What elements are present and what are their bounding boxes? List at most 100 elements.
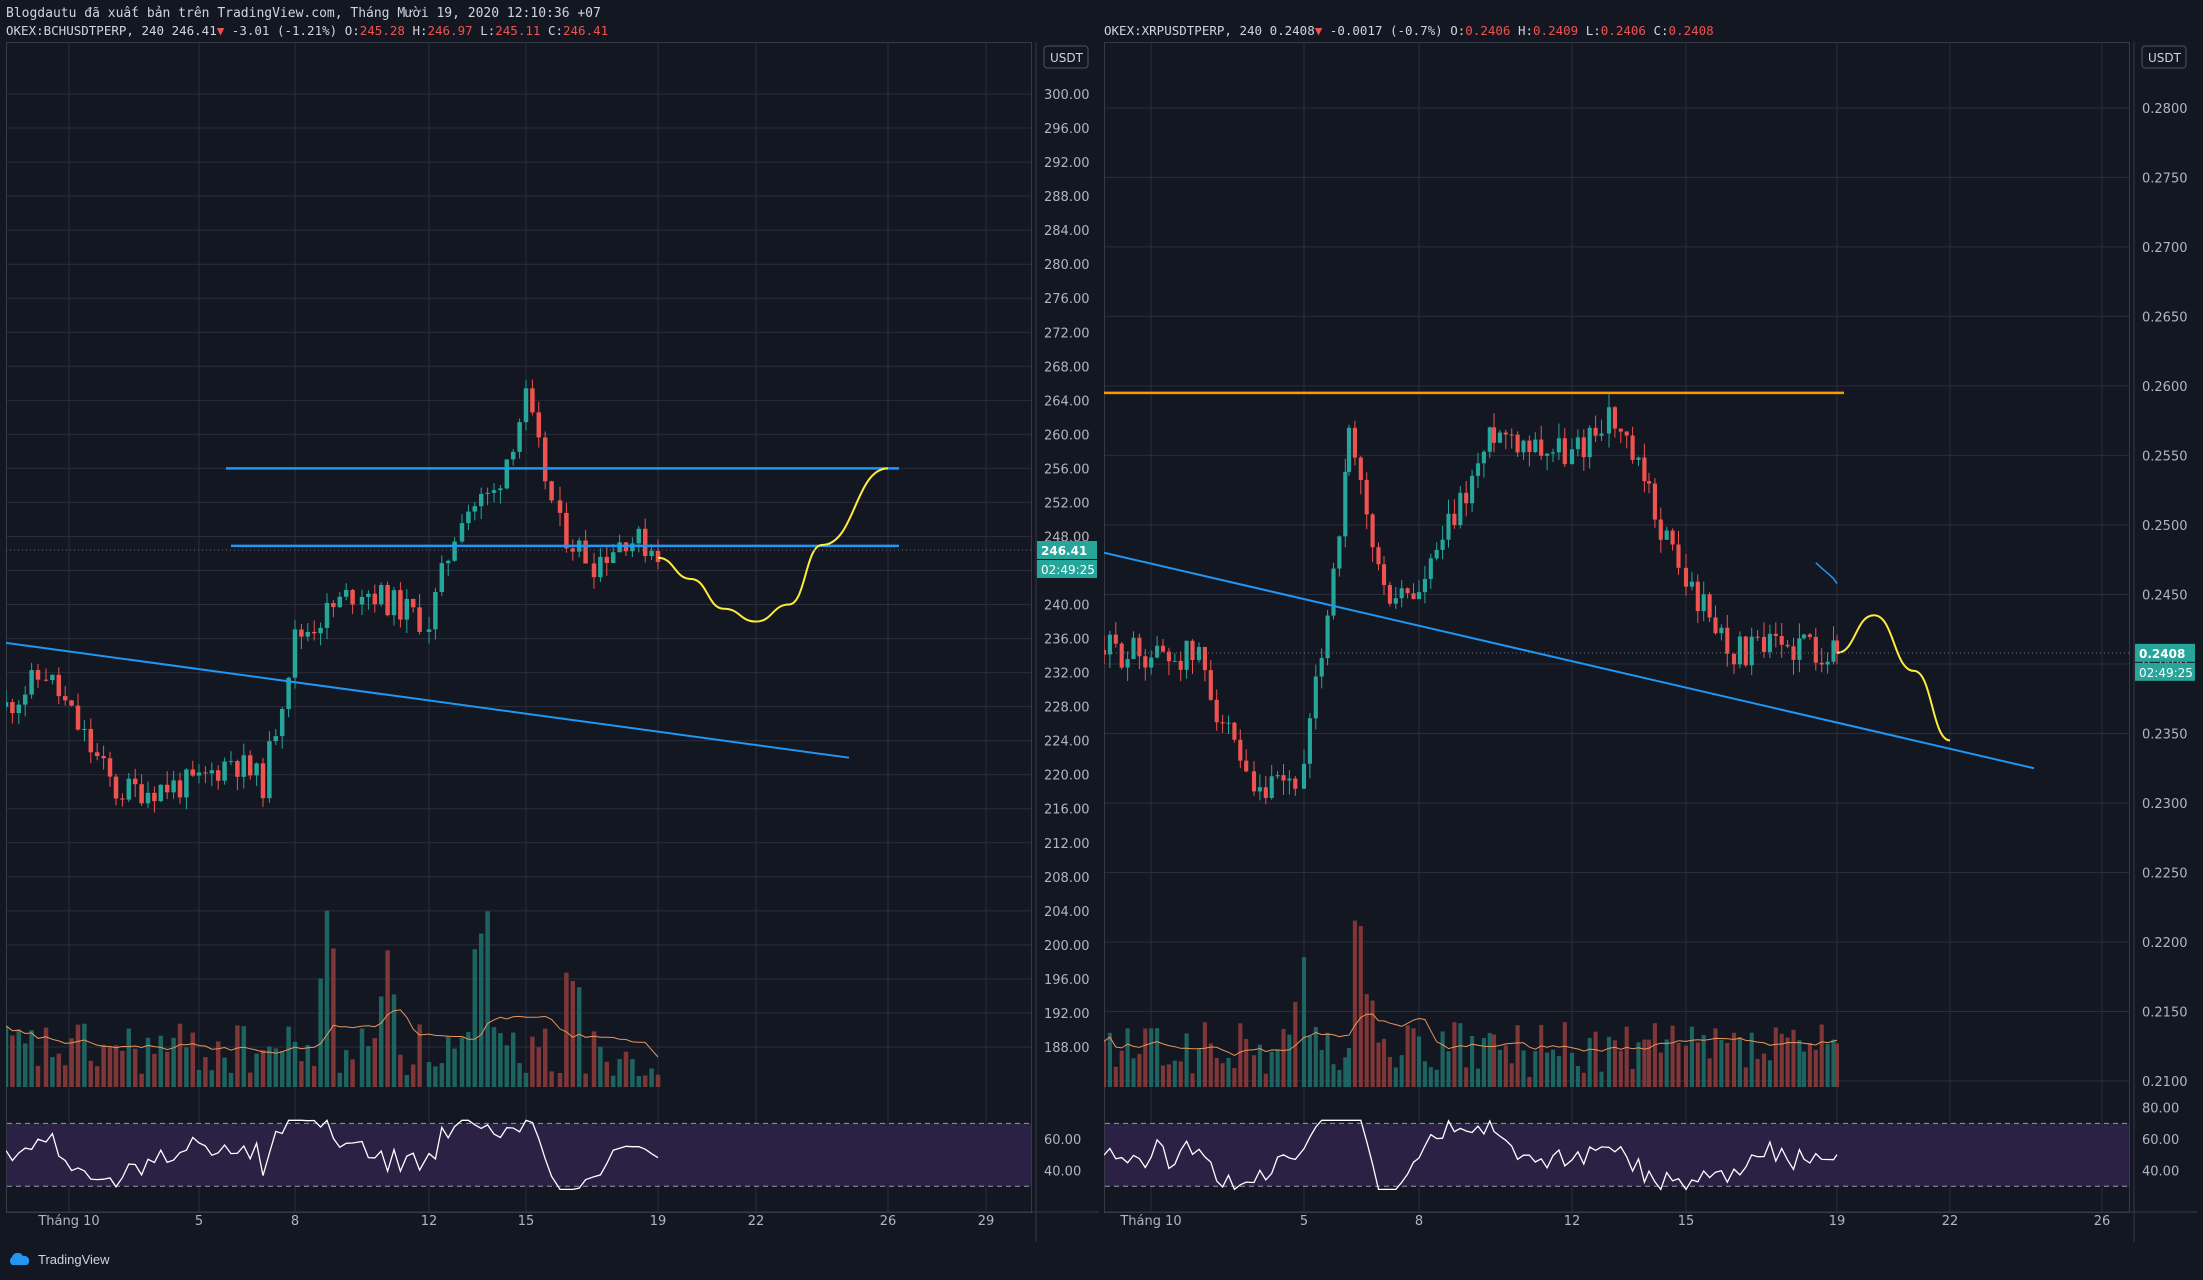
candle-body xyxy=(1376,547,1381,565)
candle-body xyxy=(564,512,569,549)
candle-body xyxy=(1646,481,1652,484)
volume-bar xyxy=(478,933,484,1087)
volume-bar xyxy=(1214,1058,1219,1087)
price-tag: 246.41 xyxy=(1041,544,1087,558)
candle-body xyxy=(1119,643,1124,668)
candle-body xyxy=(1807,634,1812,637)
candle-body xyxy=(337,596,343,608)
rsi-tick-label: 80.00 xyxy=(2142,1102,2179,1117)
volume-bar xyxy=(404,1074,410,1087)
volume-bar xyxy=(1797,1040,1802,1087)
volume-bar xyxy=(504,1045,510,1087)
volume-bar xyxy=(1263,1073,1268,1087)
volume-bar xyxy=(617,1059,622,1087)
y-tick-label: 0.2550 xyxy=(2142,449,2188,464)
xrp-h-label: H: xyxy=(1517,23,1534,38)
rsi-line xyxy=(1104,1119,1838,1191)
volume-bar xyxy=(1481,1037,1486,1087)
y-tick-label: 0.2800 xyxy=(2142,102,2188,117)
candle-body xyxy=(439,563,445,592)
candle-body xyxy=(203,772,208,774)
candle-body xyxy=(504,459,510,489)
x-tick-label: 19 xyxy=(1829,1214,1846,1229)
tradingview-footer[interactable]: TradingView xyxy=(6,1252,110,1267)
volume-bar xyxy=(1313,1027,1318,1087)
trendline xyxy=(6,641,850,759)
candle-body xyxy=(1503,432,1508,435)
x-tick-label: 22 xyxy=(1942,1214,1959,1229)
y-tick-label: 0.2350 xyxy=(2142,727,2188,742)
volume-bar xyxy=(1160,1065,1166,1087)
volume-bar xyxy=(139,1073,144,1087)
volume-bar xyxy=(1358,926,1363,1087)
candle-body xyxy=(1676,544,1681,568)
volume-bar xyxy=(1533,1051,1538,1087)
candle-body xyxy=(1831,640,1836,662)
volume-bar xyxy=(1143,1028,1148,1087)
candle-body xyxy=(324,602,330,628)
candle-body xyxy=(1208,670,1213,700)
x-tick-label: 29 xyxy=(978,1214,995,1229)
candle-body xyxy=(1452,513,1457,526)
trendline xyxy=(1104,551,2035,770)
volume-bar xyxy=(1785,1037,1790,1087)
candle-body xyxy=(1172,660,1177,662)
volume-bar xyxy=(1166,1064,1171,1087)
volume-bar xyxy=(1202,1022,1207,1087)
candle-body xyxy=(630,543,635,552)
candle-body xyxy=(1190,640,1195,661)
candle-body xyxy=(1458,492,1463,526)
volume-bar xyxy=(1539,1024,1544,1087)
bch-h-label: H: xyxy=(412,23,428,38)
candle-body xyxy=(1731,653,1737,665)
y-tick-label: 0.2500 xyxy=(2142,519,2188,534)
candle-body xyxy=(209,770,215,774)
candle-body xyxy=(279,709,285,737)
candle-body xyxy=(1346,427,1352,472)
candle-body xyxy=(1307,718,1312,764)
volume-bar xyxy=(1719,1039,1724,1087)
xrp-chart[interactable]: 0.2800 0.2750 0.2700 0.2650 0.2600 0.2550 0.25… xyxy=(1104,42,2197,1242)
currency-box xyxy=(1043,45,1089,69)
y-tick-label: 256.00 xyxy=(1044,462,1090,477)
volume-bar xyxy=(642,1075,648,1087)
volume-bar xyxy=(196,1069,202,1087)
candle-body xyxy=(485,492,490,494)
bch-close: 246.41 xyxy=(563,23,609,38)
volume-bar xyxy=(1761,1053,1767,1087)
volume-bar xyxy=(1251,1055,1257,1087)
volume-bar xyxy=(1470,1035,1475,1087)
volume-bar xyxy=(1190,1073,1195,1087)
candle-body xyxy=(1707,594,1712,618)
candle-body xyxy=(466,511,471,524)
volume-bar xyxy=(636,1076,642,1087)
candle-body xyxy=(311,631,317,634)
bch-low: 245.11 xyxy=(495,23,541,38)
volume-bar xyxy=(1416,1036,1422,1087)
candle-body xyxy=(222,761,227,781)
x-tick-label: 19 xyxy=(650,1214,667,1229)
candle-body xyxy=(292,629,298,678)
candle-body xyxy=(1281,775,1286,781)
candle-body xyxy=(1487,427,1492,452)
volume-bar xyxy=(1119,1050,1124,1087)
bch-chart[interactable]: 300.00 296.00 292.00 288.00 284.00 280.00 276.… xyxy=(6,42,1099,1242)
y-tick-label: 0.2100 xyxy=(2142,1075,2188,1090)
volume-bar xyxy=(1562,1022,1567,1087)
volume-bar xyxy=(1575,1065,1580,1087)
candle-body xyxy=(1612,407,1617,429)
candle-body xyxy=(273,736,279,742)
candle-body xyxy=(1263,787,1268,798)
candle-body xyxy=(1581,437,1586,458)
candle-body xyxy=(426,629,432,632)
y-tick-label: 188.00 xyxy=(1044,1041,1090,1056)
volume-bar xyxy=(267,1046,272,1087)
candle-body xyxy=(120,798,125,800)
candle-body xyxy=(228,761,234,763)
volume-bar xyxy=(1779,1033,1784,1087)
down-triangle-icon: ▼ xyxy=(216,23,225,38)
x-tick-label: Tháng 10 xyxy=(1119,1214,1181,1229)
x-tick-label: Tháng 10 xyxy=(37,1214,99,1229)
candle-body xyxy=(472,506,478,512)
candle-body xyxy=(1464,492,1469,504)
